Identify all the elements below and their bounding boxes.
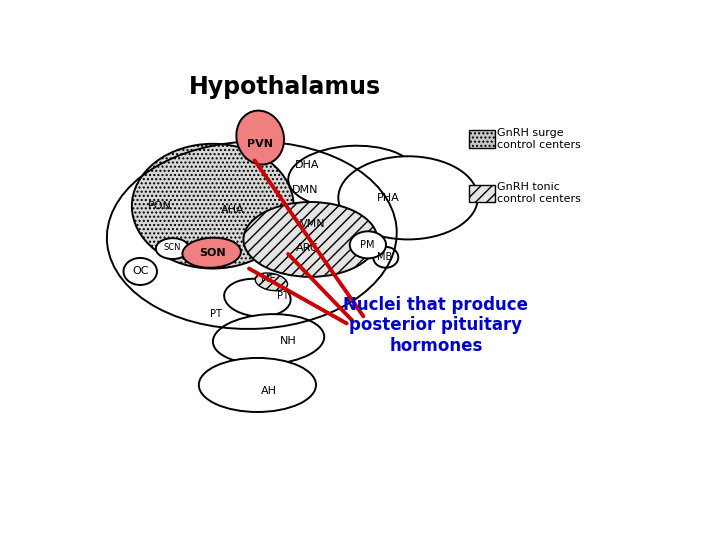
Ellipse shape [373,247,398,268]
Ellipse shape [350,231,386,258]
Text: Nuclei that produce
posterior pituitary
hormones: Nuclei that produce posterior pituitary … [343,295,528,355]
Text: PT: PT [276,291,289,301]
Ellipse shape [182,238,241,268]
Text: PHA: PHA [377,193,400,203]
Text: PT: PT [210,309,222,319]
Text: ARC: ARC [297,243,319,253]
Text: PVN: PVN [247,139,273,149]
Ellipse shape [132,144,294,268]
Ellipse shape [288,146,416,208]
Text: SON: SON [199,248,226,258]
Text: NH: NH [279,336,297,346]
Ellipse shape [156,238,189,259]
Text: VMN: VMN [300,219,326,228]
Text: Hypothalamus: Hypothalamus [189,75,382,99]
Text: AHA: AHA [220,205,244,215]
Text: PON: PON [148,201,171,211]
Ellipse shape [213,314,324,364]
Text: OC: OC [132,266,148,275]
Ellipse shape [255,273,287,291]
Text: SCN: SCN [163,243,181,252]
Text: MB: MB [377,252,392,262]
Text: DMN: DMN [292,185,318,194]
FancyBboxPatch shape [469,185,495,202]
Text: AH: AH [261,386,276,396]
Ellipse shape [224,279,291,316]
Text: GnRH surge
control centers: GnRH surge control centers [498,129,581,150]
Text: ME: ME [261,274,276,284]
Ellipse shape [243,202,377,277]
Ellipse shape [124,258,157,285]
Ellipse shape [199,358,316,412]
Ellipse shape [236,111,284,165]
FancyBboxPatch shape [469,131,495,148]
Text: GnRH tonic
control centers: GnRH tonic control centers [498,183,581,204]
Text: DHA: DHA [295,160,320,170]
Text: PM: PM [360,240,374,250]
Ellipse shape [338,156,478,239]
